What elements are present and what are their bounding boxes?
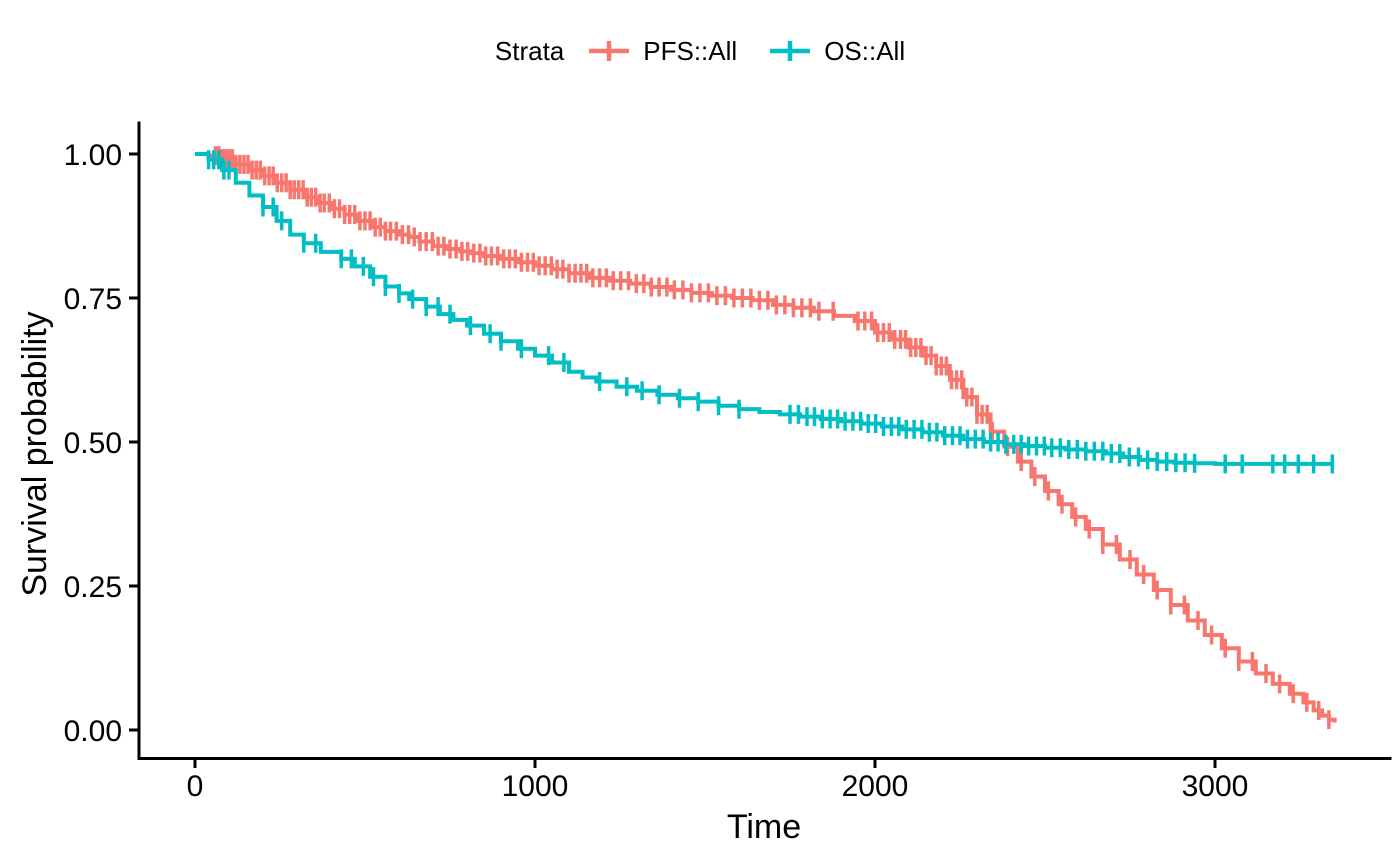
censor-plus-key-icon (770, 41, 811, 61)
y-tick-label-0-50: 0.50 (64, 427, 122, 460)
y-tick-label-0-00: 0.00 (64, 715, 122, 748)
censor-plus-key-icon (589, 41, 630, 61)
legend-title: Strata (494, 35, 565, 66)
survival-curves (195, 146, 1337, 730)
x-tick-label-2000: 2000 (842, 770, 909, 803)
survival-curve-pfs-all (195, 152, 1337, 723)
y-tick-label-1-00: 1.00 (64, 139, 122, 172)
legend-label-os: OS::All (824, 35, 906, 66)
axes (129, 121, 1392, 768)
legend-label-pfs: PFS::All (643, 35, 738, 66)
y-tick-label-0-25: 0.25 (64, 571, 122, 604)
legend-item-pfs: PFS::All (586, 36, 737, 67)
survival-curve-os-all (195, 152, 1334, 466)
y-tick-label-0-75: 0.75 (64, 283, 122, 316)
x-tick-label-0: 0 (187, 770, 204, 803)
x-axis-title: Time (727, 808, 801, 846)
legend: Strata PFS::All OS::All (0, 34, 1400, 68)
legend-item-os: OS::All (767, 36, 905, 67)
x-tick-label-3000: 3000 (1182, 770, 1249, 803)
x-tick-label-1000: 1000 (502, 770, 569, 803)
y-axis-title: Survival probability (16, 311, 54, 596)
